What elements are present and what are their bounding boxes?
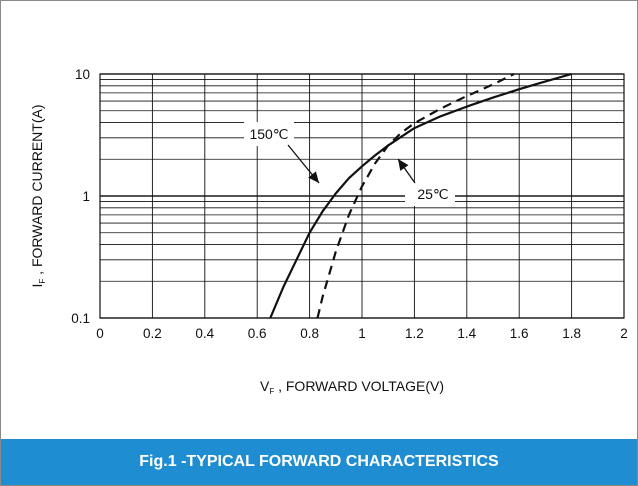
grid-lines bbox=[100, 74, 624, 318]
y-tick-label: 1 bbox=[82, 189, 90, 204]
y-tick-label: 10 bbox=[75, 67, 90, 82]
x-tick-label: 1.4 bbox=[457, 326, 476, 341]
x-tick-label: 0.4 bbox=[195, 326, 214, 341]
x-tick-label: 1 bbox=[358, 326, 366, 341]
figure-caption: Fig.1 -TYPICAL FORWARD CHARACTERISTICS bbox=[1, 439, 637, 485]
annotation-label: 150℃ bbox=[249, 126, 288, 142]
forward-characteristics-chart: 0 0.2 0.4 0.6 0.8 1 1.2 1.4 1.6 1.8 2 0.1 1 10 150℃ 25℃… bbox=[1, 1, 637, 441]
y-axis-label: IF , FORWARD CURRENT(A) bbox=[29, 105, 47, 288]
x-axis-label: VF , FORWARD VOLTAGE(V) bbox=[260, 378, 444, 396]
annotation-label: 25℃ bbox=[417, 186, 448, 202]
x-tick-label: 1.8 bbox=[562, 326, 581, 341]
y-tick-label: 0.1 bbox=[71, 311, 90, 326]
x-tick-label: 0.8 bbox=[300, 326, 319, 341]
x-tick-label: 0 bbox=[96, 326, 104, 341]
x-tick-label: 0.6 bbox=[248, 326, 267, 341]
x-tick-label: 1.2 bbox=[405, 326, 424, 341]
x-tick-label: 0.2 bbox=[143, 326, 162, 341]
x-tick-label: 2 bbox=[620, 326, 628, 341]
x-tick-label: 1.6 bbox=[510, 326, 529, 341]
